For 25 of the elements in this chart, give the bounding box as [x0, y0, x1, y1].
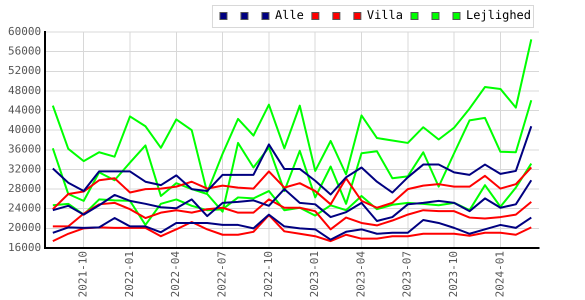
y-tick-label: 44000 [8, 103, 42, 116]
y-tick-label: 48000 [8, 84, 42, 97]
legend-label: Lejlighed [466, 8, 532, 22]
y-tick-label: 24000 [8, 202, 42, 215]
legend-label: Alle [274, 8, 304, 22]
legend-label: Villa [366, 8, 403, 22]
x-tick-label: 2021-10 [76, 251, 90, 298]
y-tick-label: 40000 [8, 123, 42, 136]
y-tick-label: 16000 [8, 240, 42, 254]
x-tick-label: 2022-01 [122, 251, 136, 298]
y-tick-label: 56000 [8, 44, 42, 58]
y-tick-label: 28000 [8, 182, 42, 195]
x-tick-label: 2023-10 [446, 251, 460, 298]
y-tick-label: 20000 [8, 221, 42, 234]
x-tick-label: 2023-01 [308, 251, 322, 298]
x-tick-label: 2023-04 [354, 250, 368, 298]
x-tick-label: 2024-01 [493, 251, 506, 298]
y-tick-label: 36000 [8, 142, 42, 156]
x-tick-label: 2022-10 [262, 251, 275, 298]
x-tick-label: 2023-07 [400, 251, 414, 298]
y-tick-label: 52000 [8, 64, 42, 78]
x-tick-label: 2022-07 [215, 251, 228, 298]
y-tick-label: 60000 [8, 24, 42, 38]
x-tick-label: 2022-04 [169, 250, 182, 298]
y-tick-label: 32000 [8, 162, 42, 176]
